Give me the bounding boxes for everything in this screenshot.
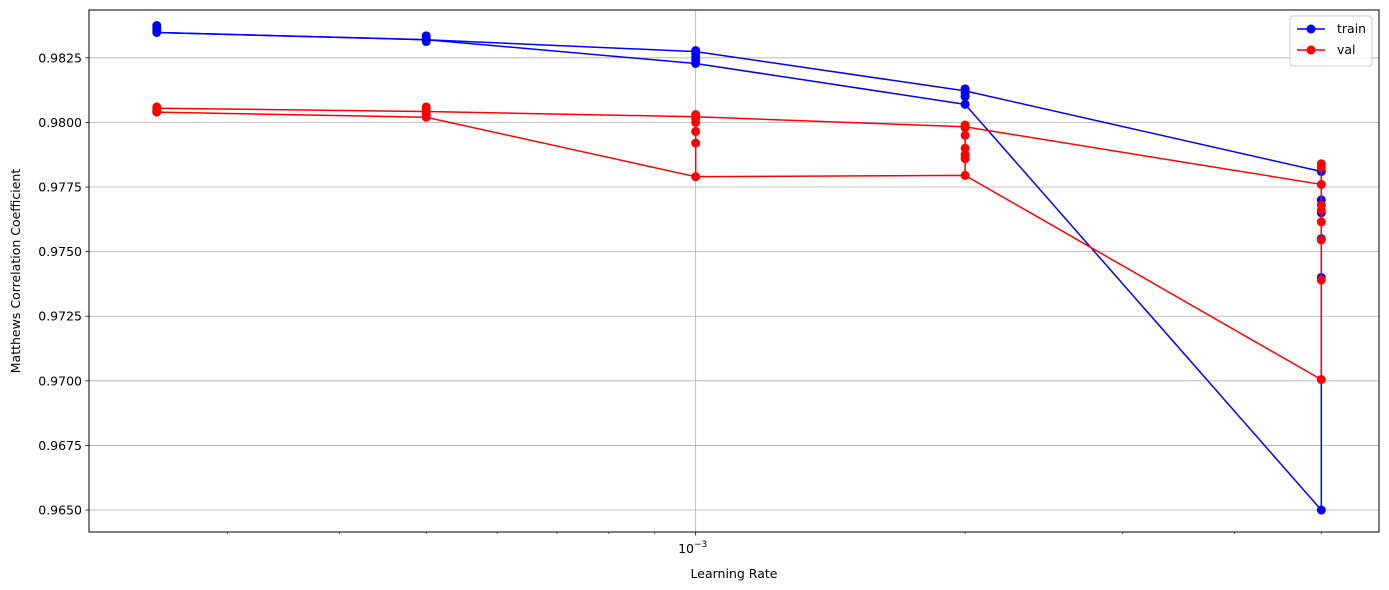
y-tick-label: 0.9750 (38, 244, 82, 259)
series-val (152, 102, 1326, 385)
x-axis-title: Learning Rate (691, 566, 778, 581)
legend-train-label: train (1337, 21, 1366, 36)
series-val-point (1316, 179, 1326, 189)
y-tick-label: 0.9775 (38, 180, 82, 195)
series-val-point (691, 138, 701, 148)
series-val-point (691, 126, 701, 136)
series-val-point (691, 172, 701, 182)
series-val-point (1316, 217, 1326, 227)
series-train-point (960, 99, 970, 109)
y-tick-label: 0.9700 (38, 373, 82, 388)
series-val-point (960, 154, 970, 164)
series-val-point (960, 123, 970, 133)
series-layer (152, 21, 1326, 515)
series-train-point (960, 92, 970, 102)
series-val-point (960, 170, 970, 180)
legend: train val (1289, 15, 1373, 67)
grid (89, 10, 1379, 532)
y-tick-label: 0.9725 (38, 309, 82, 324)
series-train-point (421, 37, 431, 47)
series-train-point (691, 58, 701, 68)
series-val-point (421, 112, 431, 122)
plot-area-frame (88, 9, 1380, 533)
series-val-point (1316, 275, 1326, 285)
y-tick-label: 0.9650 (38, 503, 82, 518)
series-train-point (1316, 505, 1326, 515)
y-tick-label: 0.9800 (38, 115, 82, 130)
axis-ticks: 0.9650 0.9675 0.9700 0.9725 0.9750 0.9775 0.98… (38, 50, 1322, 556)
series-val-point (1316, 375, 1326, 385)
legend-val-marker (1306, 45, 1316, 55)
legend-train-marker (1306, 24, 1316, 34)
series-val-point (691, 117, 701, 127)
y-axis-title: Matthews Correlation Coefficient (8, 169, 23, 374)
y-tick-label: 0.9825 (38, 50, 82, 65)
series-val-point (1316, 163, 1326, 173)
legend-val-label: val (1337, 42, 1356, 57)
series-val-point (1316, 235, 1326, 245)
series-train-point (152, 27, 162, 37)
series-val-point (152, 107, 162, 117)
series-val-point (960, 130, 970, 140)
series-val-point (1316, 205, 1326, 215)
y-tick-label: 0.9675 (38, 438, 82, 453)
series-val-point (960, 143, 970, 153)
